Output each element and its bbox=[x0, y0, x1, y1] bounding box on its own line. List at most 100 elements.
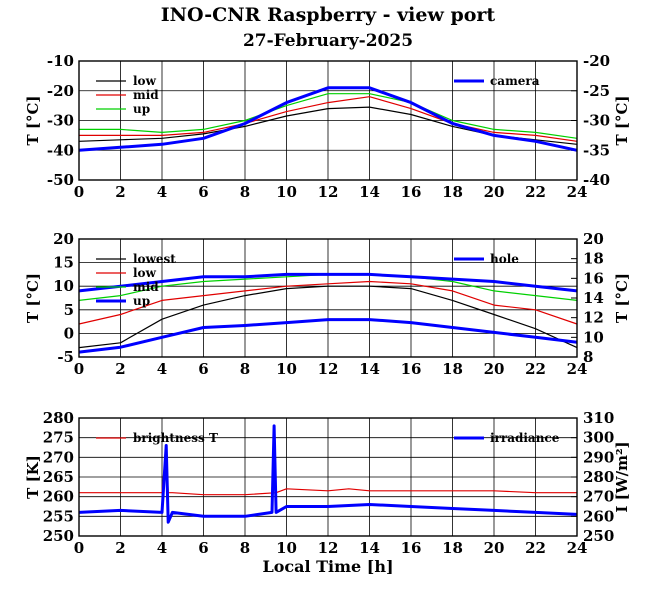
x-tick-label: 14 bbox=[359, 183, 380, 201]
panel-3: 0 2 4 6 8 10 12 14 16 18 20 22 242502552602652702752… bbox=[24, 409, 631, 576]
x-tick-label: 14 bbox=[359, 539, 380, 557]
y-tick-label: 20 bbox=[53, 230, 74, 248]
x-tick-label: 20 bbox=[484, 183, 505, 201]
y2-axis-label: T [°C] bbox=[613, 273, 631, 323]
y-tick-label: 260 bbox=[43, 488, 74, 506]
y2-tick-label: 14 bbox=[583, 289, 604, 307]
x-tick-label: 22 bbox=[525, 183, 546, 201]
x-tick-label: 10 bbox=[276, 183, 297, 201]
y2-tick-label: 12 bbox=[583, 309, 604, 327]
x-tick-label: 8 bbox=[240, 539, 250, 557]
series-line-up bbox=[78, 272, 578, 293]
legend-label: mid bbox=[133, 280, 159, 294]
y-tick-label: 265 bbox=[43, 468, 74, 486]
x-tick-label: 22 bbox=[525, 360, 546, 378]
x-tick-label: 22 bbox=[525, 539, 546, 557]
legend-label: mid bbox=[133, 88, 159, 102]
y2-tick-label: -40 bbox=[583, 171, 610, 189]
chart-title: INO-CNR Raspberry - view port bbox=[161, 4, 496, 26]
plot-frame bbox=[78, 238, 578, 358]
x-tick-label: 2 bbox=[115, 360, 125, 378]
x-tick-label: 8 bbox=[240, 183, 250, 201]
series-line-mid bbox=[79, 96, 578, 142]
x-tick-label: 10 bbox=[276, 360, 297, 378]
x-tick-label: 4 bbox=[157, 360, 167, 378]
series-line-lowest bbox=[78, 285, 578, 349]
legend-label: irradiance bbox=[490, 431, 560, 445]
x-tick-label: 8 bbox=[240, 360, 250, 378]
series-line-hole bbox=[78, 318, 578, 354]
y2-tick-label: 270 bbox=[583, 488, 614, 506]
x-tick-label: 18 bbox=[442, 183, 463, 201]
legend-label: lowest bbox=[133, 252, 176, 266]
x-tick-label: 24 bbox=[567, 183, 588, 201]
panel-2: 0 2 4 6 8 10 12 14 16 18 20 22 24-505101520810121416… bbox=[24, 230, 631, 378]
y2-tick-label: 250 bbox=[583, 527, 614, 545]
y-tick-label: -10 bbox=[47, 52, 74, 70]
x-tick-label: 16 bbox=[401, 539, 422, 557]
y-tick-label: 0 bbox=[64, 324, 74, 342]
x-tick-label: 0 bbox=[74, 539, 84, 557]
legend-label: low bbox=[133, 74, 157, 88]
y2-tick-label: 310 bbox=[583, 409, 614, 427]
y-axis-label: T [°C] bbox=[24, 95, 42, 145]
y-axis-label: T [°C] bbox=[24, 273, 42, 323]
x-tick-label: 2 bbox=[115, 183, 125, 201]
y2-tick-label: -35 bbox=[583, 141, 610, 159]
y-tick-label: -5 bbox=[57, 348, 74, 366]
x-tick-label: 12 bbox=[318, 183, 339, 201]
series-line-low bbox=[78, 280, 578, 325]
y2-tick-label: 260 bbox=[583, 507, 614, 525]
y2-tick-label: 20 bbox=[583, 230, 604, 248]
series-line-irradiance bbox=[78, 424, 578, 524]
x-tick-label: 6 bbox=[198, 183, 208, 201]
x-axis-label: Local Time [h] bbox=[262, 557, 393, 576]
y2-tick-label: 280 bbox=[583, 468, 614, 486]
x-tick-label: 0 bbox=[74, 360, 84, 378]
y2-tick-label: 300 bbox=[583, 429, 614, 447]
x-tick-label: 20 bbox=[484, 360, 505, 378]
chart-subtitle: 27-February-2025 bbox=[243, 31, 413, 51]
legend-label: low bbox=[133, 266, 157, 280]
legend-label: camera bbox=[490, 74, 540, 88]
y2-tick-label: -30 bbox=[583, 112, 610, 130]
y-tick-label: 280 bbox=[43, 409, 74, 427]
y2-tick-label: 18 bbox=[583, 250, 604, 268]
y2-tick-label: 16 bbox=[583, 269, 604, 287]
x-tick-label: 6 bbox=[198, 360, 208, 378]
legend-label: up bbox=[133, 294, 150, 308]
x-tick-label: 0 bbox=[74, 183, 84, 201]
legend-label: brightness T bbox=[133, 431, 218, 445]
x-tick-label: 2 bbox=[115, 539, 125, 557]
legend-label: hole bbox=[490, 252, 519, 266]
y-tick-label: 10 bbox=[53, 277, 74, 295]
x-tick-label: 14 bbox=[359, 360, 380, 378]
y-axis-label: T [K] bbox=[24, 455, 42, 499]
x-tick-label: 6 bbox=[198, 539, 208, 557]
x-tick-label: 16 bbox=[401, 183, 422, 201]
y2-axis-label: I [W/m²] bbox=[613, 441, 631, 512]
y2-tick-label: -20 bbox=[583, 52, 610, 70]
y-tick-label: -40 bbox=[47, 141, 74, 159]
x-tick-label: 24 bbox=[567, 360, 588, 378]
y-tick-label: -20 bbox=[47, 82, 74, 100]
x-tick-label: 4 bbox=[157, 183, 167, 201]
x-tick-label: 20 bbox=[484, 539, 505, 557]
y2-tick-label: -25 bbox=[583, 82, 610, 100]
y2-axis-label: T [°C] bbox=[613, 95, 631, 145]
x-tick-label: 12 bbox=[318, 360, 339, 378]
legend-label: up bbox=[133, 102, 150, 116]
series-line-camera bbox=[78, 86, 578, 152]
y2-tick-label: 290 bbox=[583, 448, 614, 466]
panel-1: 0 2 4 6 8 10 12 14 16 18 20 22 24-50-40-30-20-10-40-… bbox=[24, 52, 631, 201]
y-tick-label: 275 bbox=[43, 429, 74, 447]
x-tick-label: 18 bbox=[442, 360, 463, 378]
y-tick-label: 250 bbox=[43, 527, 74, 545]
series-line-up bbox=[79, 93, 578, 139]
y-tick-label: -30 bbox=[47, 112, 74, 130]
y2-tick-label: 10 bbox=[583, 328, 604, 346]
y-tick-label: 5 bbox=[64, 301, 74, 319]
x-tick-label: 4 bbox=[157, 539, 167, 557]
